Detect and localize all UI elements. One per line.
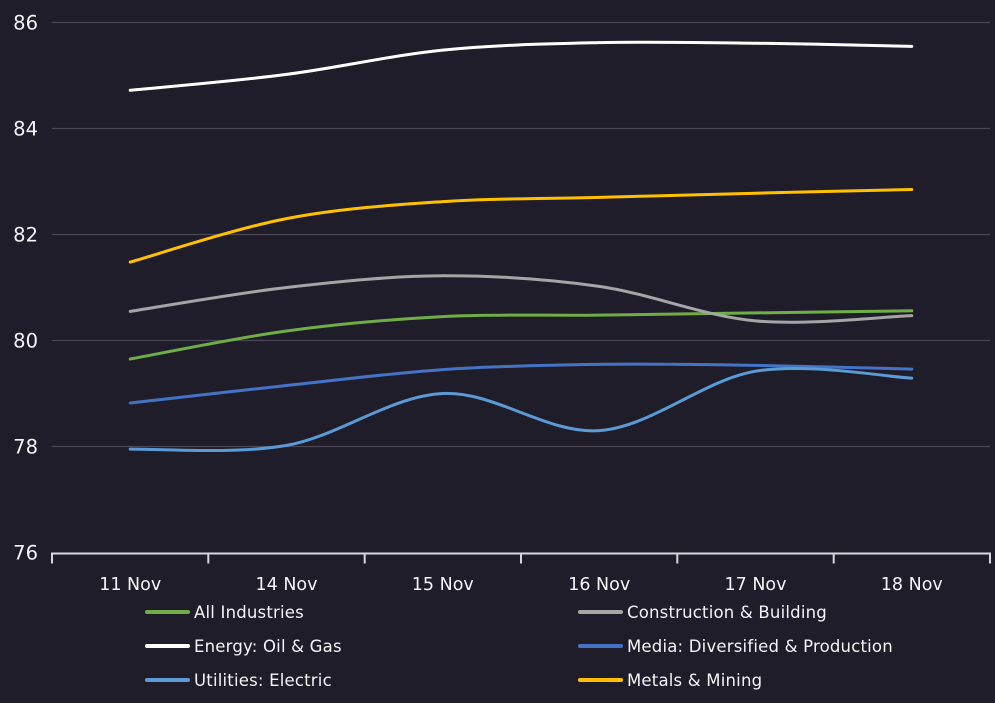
series-line-utilities-electric (128, 366, 914, 453)
x-axis-tick-label: 17 Nov (725, 575, 787, 595)
legend-label: Utilities: Electric (194, 670, 332, 690)
legend-item-energy-oil-gas[interactable]: Energy: Oil & Gas (145, 637, 578, 656)
y-axis-tick-label: 84 (13, 118, 38, 141)
legend-label: All Industries (194, 602, 304, 622)
legend-item-metals-mining[interactable]: Metals & Mining (578, 671, 893, 690)
legend-swatch-energy-oil-gas (145, 644, 190, 648)
series-line-all-industries (128, 309, 914, 361)
chart-legend: All Industries Construction & Building Ene… (145, 595, 893, 697)
legend-swatch-all-industries (145, 610, 190, 614)
legend-swatch-construction-building (578, 610, 623, 614)
legend-item-utilities-electric[interactable]: Utilities: Electric (145, 671, 578, 690)
legend-swatch-metals-mining (578, 678, 623, 682)
series-line-media-diversified-production (128, 362, 914, 405)
legend-label: Construction & Building (627, 602, 827, 622)
series-line-metals-mining (128, 188, 914, 264)
series-line-construction-building (128, 274, 914, 324)
legend-swatch-media-diversified-production (578, 644, 623, 648)
y-axis-tick-label: 82 (13, 224, 38, 247)
legend-item-construction-building[interactable]: Construction & Building (578, 603, 893, 622)
x-axis-tick-label: 15 Nov (412, 575, 474, 595)
x-axis-tick-label: 14 Nov (256, 575, 318, 595)
x-axis-tick-label: 11 Nov (99, 575, 161, 595)
legend-label: Media: Diversified & Production (627, 636, 893, 656)
y-axis-tick-label: 76 (13, 542, 38, 565)
series-line-energy-oil-gas (128, 40, 914, 92)
legend-label: Energy: Oil & Gas (194, 636, 342, 656)
x-axis-tick-label: 18 Nov (881, 575, 943, 595)
y-axis-tick-label: 78 (13, 436, 38, 459)
legend-item-all-industries[interactable]: All Industries (145, 603, 578, 622)
legend-item-media-diversified-production[interactable]: Media: Diversified & Production (578, 637, 893, 656)
y-axis-tick-label: 80 (13, 330, 38, 353)
y-axis-tick-label: 86 (13, 12, 38, 35)
x-axis-tick-label: 16 Nov (568, 575, 630, 595)
legend-label: Metals & Mining (627, 670, 763, 690)
legend-swatch-utilities-electric (145, 678, 190, 682)
